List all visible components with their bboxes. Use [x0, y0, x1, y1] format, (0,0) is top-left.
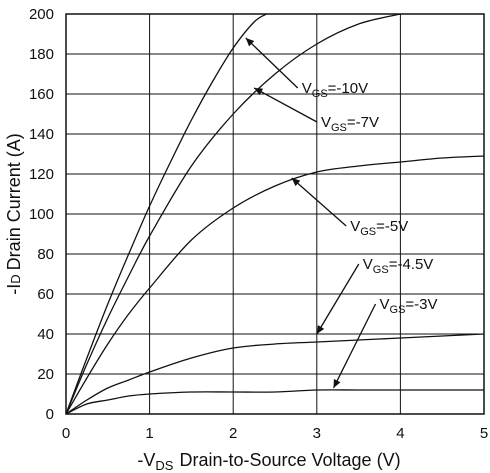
series-line-vgs-10v [65, 13, 267, 415]
annotation-arrow-head [291, 178, 301, 187]
plot-frame [65, 13, 485, 415]
x-axis-title: -VDS Drain-to-Source Voltage (V) [137, 450, 400, 473]
annotation-arrow-head [245, 38, 255, 47]
annotation-arrow-line [316, 263, 360, 335]
x-tick-label: 5 [480, 425, 488, 442]
series-line-vgs-5v [65, 155, 485, 415]
x-tick-label: 0 [62, 425, 70, 442]
y-axis-title-sub: D [8, 274, 23, 283]
x-tick-label: 4 [396, 425, 404, 442]
series-line-vgs-7v [65, 13, 401, 415]
y-tick-label: 120 [29, 166, 54, 183]
x-tick-label: 3 [313, 425, 321, 442]
y-tick-label: 180 [29, 46, 54, 63]
y-tick-label: 20 [37, 366, 54, 383]
x-axis-title-text: Drain-to-Source Voltage (V) [179, 450, 400, 470]
y-tick-label: 200 [29, 6, 54, 23]
y-tick-labels: 0 20 40 60 80 100 120 140 160 180 200 [29, 6, 54, 423]
series-line-vgs-4-5v [65, 333, 485, 415]
x-tick-label: 1 [145, 425, 153, 442]
y-tick-label: 60 [37, 286, 54, 303]
annotation-arrow-line [253, 87, 318, 123]
annotation-label: VGS=-3V [380, 296, 438, 316]
annotation-label: VGS=-7V [321, 114, 379, 134]
y-axis-title-prefix: -I [4, 284, 24, 295]
annotation-label: VGS=-4.5V [363, 256, 434, 276]
y-tick-label: 140 [29, 126, 54, 143]
annotation-arrow-line [332, 303, 377, 389]
annotation-arrow-head [254, 88, 264, 96]
annotation-arrow-line [245, 37, 299, 89]
x-axis-title-prefix: -V [137, 450, 155, 470]
y-tick-label: 40 [37, 326, 54, 343]
y-tick-label: 80 [37, 246, 54, 263]
series-line-vgs-3v [65, 389, 484, 415]
y-axis-title-text: Drain Current (A) [4, 133, 24, 270]
x-tick-labels: 0 1 2 3 4 5 [62, 425, 488, 442]
annotation-arrows [245, 37, 377, 389]
annotation-labels: VGS=-10V VGS=-7V VGS=-5V VGS=-4.5V VGS=-3V [302, 80, 438, 316]
y-tick-label: 160 [29, 86, 54, 103]
y-tick-label: 100 [29, 206, 54, 223]
x-axis-title-sub: DS [155, 458, 173, 473]
annotation-arrow-line [291, 177, 347, 227]
y-axis-title: -ID Drain Current (A) [4, 133, 24, 294]
annotation-arrow-head [333, 379, 341, 388]
annotation-label: VGS=-10V [302, 80, 368, 100]
y-tick-label: 0 [46, 406, 54, 423]
curves [65, 13, 485, 415]
annotation-arrow-head [316, 325, 325, 334]
x-tick-label: 2 [229, 425, 237, 442]
annotation-label: VGS=-5V [350, 218, 408, 238]
